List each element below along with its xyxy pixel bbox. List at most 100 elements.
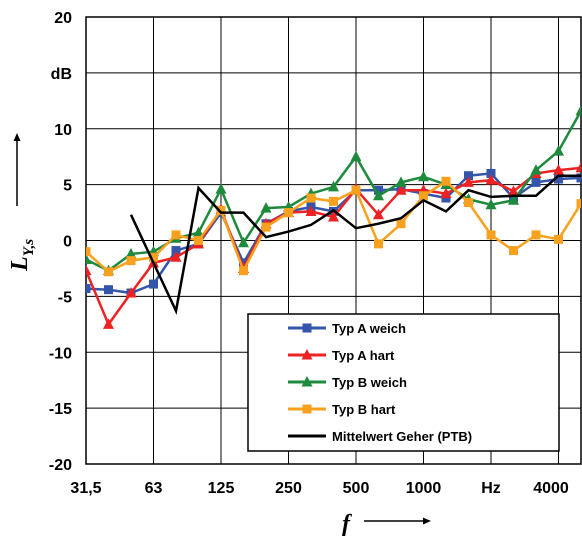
data-point	[531, 230, 541, 240]
y-axis-arrow	[13, 133, 21, 206]
data-point	[485, 174, 497, 185]
data-point	[125, 247, 137, 259]
data-point	[486, 168, 496, 178]
data-point	[306, 193, 316, 203]
data-point	[170, 251, 182, 262]
svg-text:LY,s: LY,s	[7, 239, 37, 272]
data-point	[440, 187, 452, 199]
data-point	[508, 194, 519, 205]
x-tick-label: 125	[208, 480, 235, 497]
x-tick-label: 4000	[533, 480, 569, 497]
x-axis-arrow	[364, 517, 431, 525]
data-point	[531, 177, 541, 187]
x-tick-labels: 31,5 63 125 250 500 1000 Hz 4000	[70, 480, 568, 497]
data-point	[103, 318, 114, 329]
data-point	[171, 246, 181, 256]
x-tick-label: 500	[343, 480, 370, 497]
legend-label: Typ B hart	[332, 402, 396, 417]
legend-marker	[301, 376, 313, 387]
x-tick-label: Hz	[481, 480, 501, 497]
data-point	[576, 173, 581, 183]
data-point	[125, 287, 137, 298]
data-point	[485, 198, 497, 210]
y-axis-label-sub: Y,s	[21, 239, 37, 257]
legend-label: Typ B weich	[332, 375, 407, 390]
series-3	[86, 176, 581, 277]
y-tick-label: 10	[54, 122, 72, 139]
data-point	[104, 267, 113, 277]
data-point	[553, 145, 564, 156]
data-point	[508, 185, 519, 196]
data-point	[350, 150, 362, 162]
legend-label: Mittelwert Geher (PTB)	[332, 429, 472, 444]
data-point	[576, 199, 581, 209]
legend-item: Typ B hart	[288, 402, 396, 417]
data-point	[396, 219, 406, 229]
data-point	[215, 183, 227, 194]
x-tick-label: 1000	[406, 480, 442, 497]
data-point	[553, 164, 564, 175]
x-axis-label: f	[342, 511, 352, 537]
data-point	[261, 222, 271, 232]
data-point	[373, 208, 384, 220]
data-point	[395, 184, 407, 195]
y-tick-label: -10	[49, 345, 72, 362]
y-tick-label: dB	[51, 66, 72, 83]
data-point	[86, 264, 92, 276]
data-point	[329, 196, 338, 206]
data-point	[194, 236, 203, 245]
data-point	[216, 205, 226, 215]
x-tick-label: 250	[275, 480, 302, 497]
legend-item: Typ A hart	[288, 348, 395, 363]
series-lines	[86, 104, 581, 329]
data-point	[193, 226, 204, 238]
data-point	[373, 189, 384, 201]
data-point	[86, 247, 91, 257]
data-point	[419, 191, 428, 201]
legend-item: Typ A weich	[288, 321, 406, 336]
plot-frame	[85, 16, 582, 465]
series-line	[129, 174, 581, 315]
legend-label: Typ A weich	[332, 321, 406, 336]
legend-marker	[302, 404, 312, 414]
data-point	[260, 202, 272, 213]
legend: Typ A weich Typ A hart Typ B weich Typ B ha…	[247, 313, 560, 452]
x-tick-label: 31,5	[70, 480, 101, 497]
y-tick-labels: 20 dB 10 5 0 -5 -10 -15 -20	[49, 10, 72, 474]
legend-item: Mittelwert Geher (PTB)	[288, 429, 472, 444]
legend-label: Typ A hart	[332, 348, 395, 363]
data-point	[463, 176, 474, 187]
data-point	[554, 174, 563, 184]
data-point	[86, 284, 91, 294]
data-point	[486, 230, 496, 240]
x-tick-label: 63	[145, 480, 163, 497]
data-point	[328, 211, 339, 222]
y-tick-label: -20	[49, 457, 72, 474]
data-point	[395, 176, 407, 187]
series-4	[129, 174, 581, 315]
data-point	[554, 234, 563, 244]
data-point	[374, 239, 383, 249]
data-point	[575, 104, 581, 116]
y-axis-title: LY,s	[7, 239, 37, 272]
y-tick-label: 0	[63, 234, 72, 251]
data-point	[418, 170, 429, 182]
data-point	[284, 208, 293, 218]
legend-item: Typ B weich	[288, 375, 407, 390]
data-point	[509, 246, 518, 256]
legend-marker	[301, 349, 313, 360]
data-point	[464, 171, 473, 181]
data-point	[171, 230, 181, 240]
data-point	[530, 164, 542, 175]
series-line	[86, 179, 581, 274]
data-point	[464, 198, 473, 208]
data-point	[351, 185, 361, 195]
data-point	[239, 266, 248, 276]
legend-marker	[302, 323, 312, 333]
y-tick-label: 5	[63, 178, 72, 195]
y-tick-label: 20	[54, 10, 72, 27]
data-point	[328, 180, 339, 192]
data-point	[441, 176, 451, 186]
data-point	[104, 285, 113, 295]
